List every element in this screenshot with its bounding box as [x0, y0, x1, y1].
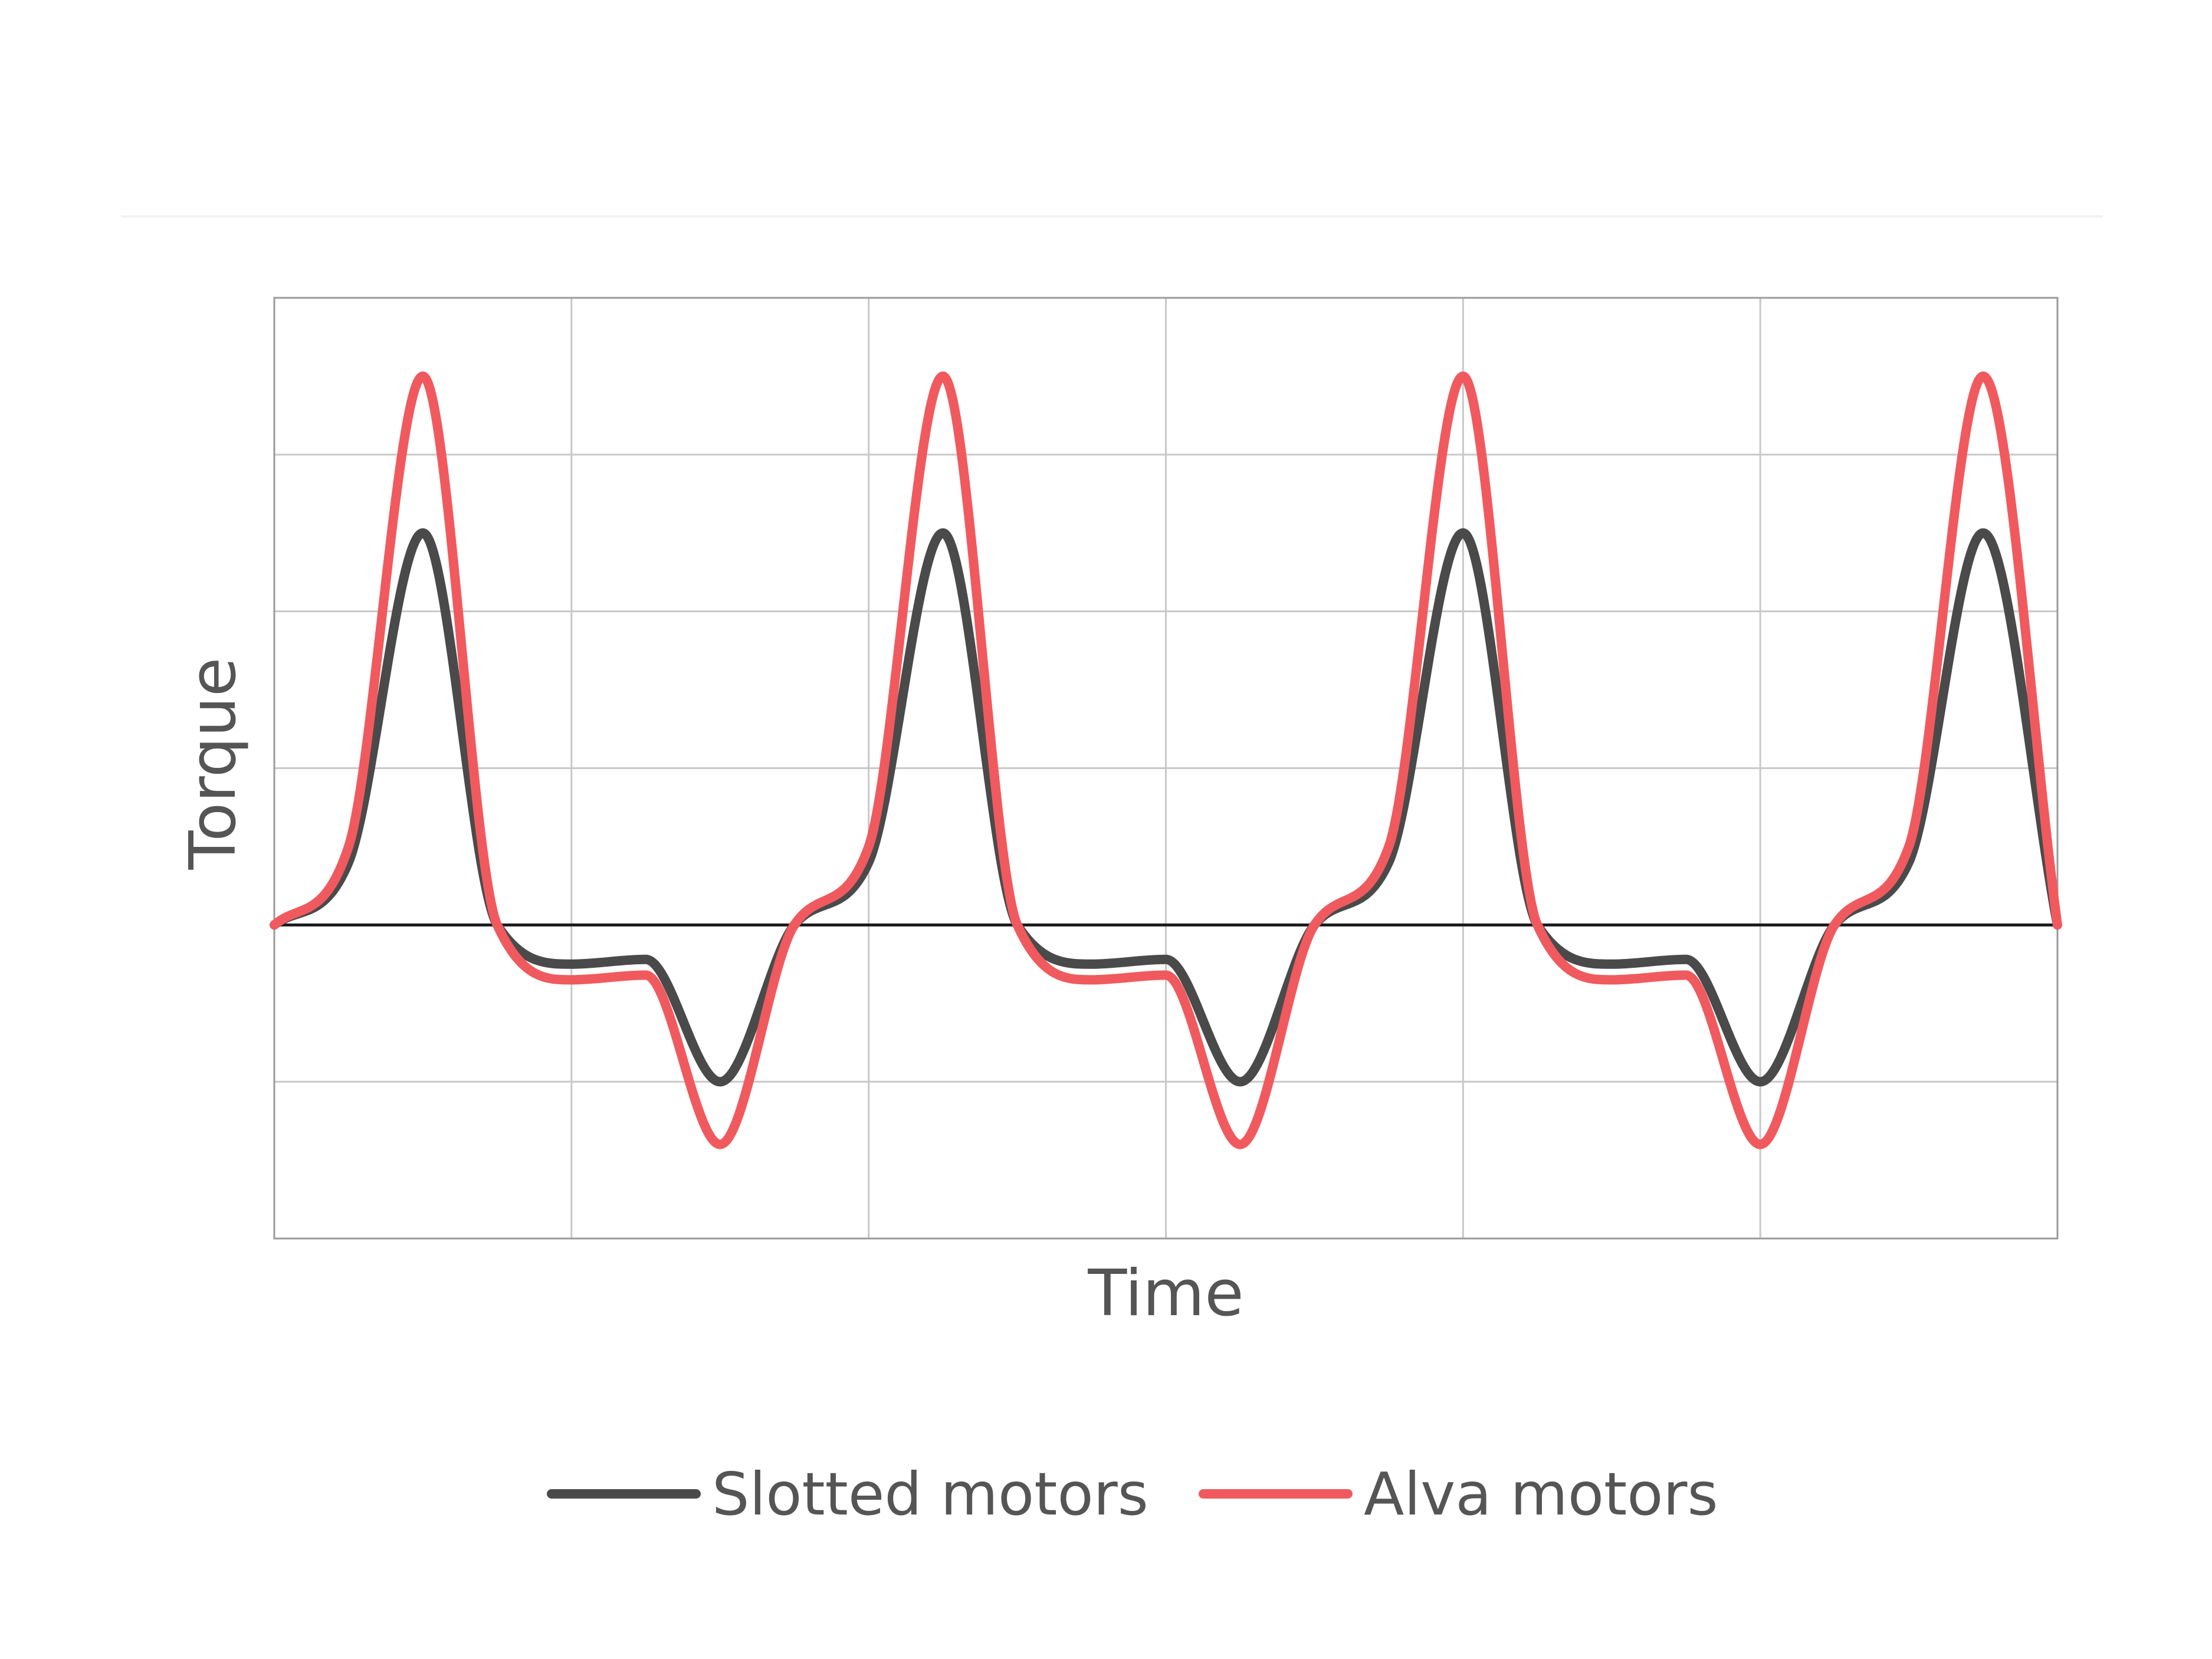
legend-label-alva: Alva motors: [1364, 1460, 1718, 1529]
x-axis-label: Time: [1087, 1257, 1243, 1331]
legend-label-slotted: Slotted motors: [712, 1460, 1148, 1529]
legend: Slotted motors Alva motors: [547, 1460, 1718, 1529]
plot-frame: [273, 297, 2059, 1240]
series-line-slotted: [270, 528, 2062, 1087]
y-axis-label: Torque: [176, 658, 250, 870]
series-line-alva: [270, 371, 2062, 1149]
series-layer: [270, 371, 2062, 1149]
grid: [273, 297, 2059, 1240]
